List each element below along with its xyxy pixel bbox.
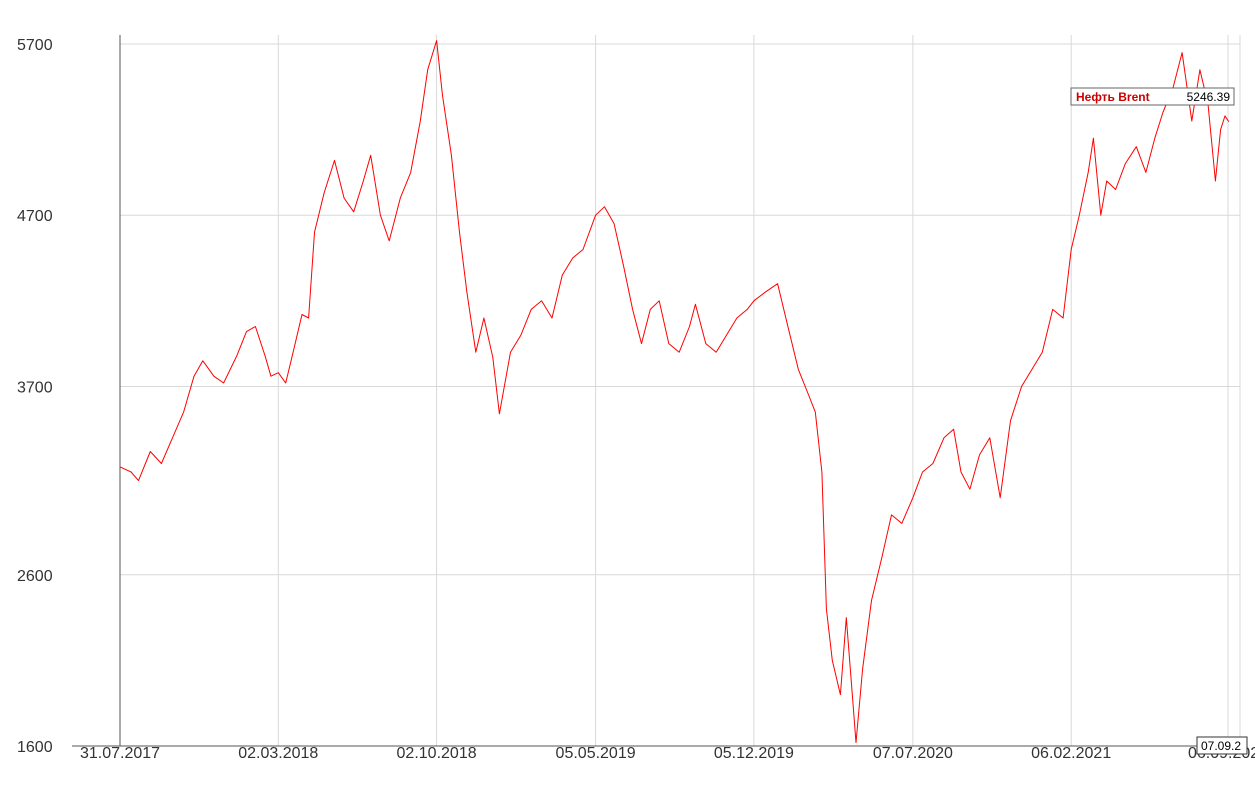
x-tick-label: 05.05.2019 <box>556 745 636 762</box>
cursor-date-label: 07.09.2 <box>1201 739 1241 753</box>
legend-series-name: Нефть Brent <box>1076 90 1150 104</box>
legend: Нефть Brent 5246.39 <box>1070 87 1235 106</box>
x-tick-label: 06.02.2021 <box>1031 745 1111 762</box>
x-tick-label: 31.07.2017 <box>80 745 160 762</box>
grid-layer <box>120 35 1241 746</box>
x-tick-label: 07.07.2020 <box>873 745 953 762</box>
y-tick-label: 4700 <box>17 208 53 225</box>
series-layer <box>119 40 1230 744</box>
y-tick-label: 3700 <box>17 379 53 396</box>
legend-series-value: 5246.39 <box>1187 90 1231 104</box>
series-line-brent <box>119 40 1230 744</box>
axis-layer: 1600 2600 3700 4700 5700 31.07.2017 02.03.2018… <box>17 35 1255 762</box>
cursor-date-box <box>1196 736 1248 755</box>
x-tick-label: 02.10.2018 <box>397 745 477 762</box>
x-tick-label: 05.12.2019 <box>714 745 794 762</box>
x-tick-label: 02.03.2018 <box>238 745 318 762</box>
legend-box <box>1070 87 1235 106</box>
cursor-marker: 07.09.2 <box>1196 736 1248 755</box>
y-tick-label: 5700 <box>17 37 53 54</box>
y-tick-label: 1600 <box>17 739 53 756</box>
y-tick-label: 2600 <box>17 568 53 585</box>
